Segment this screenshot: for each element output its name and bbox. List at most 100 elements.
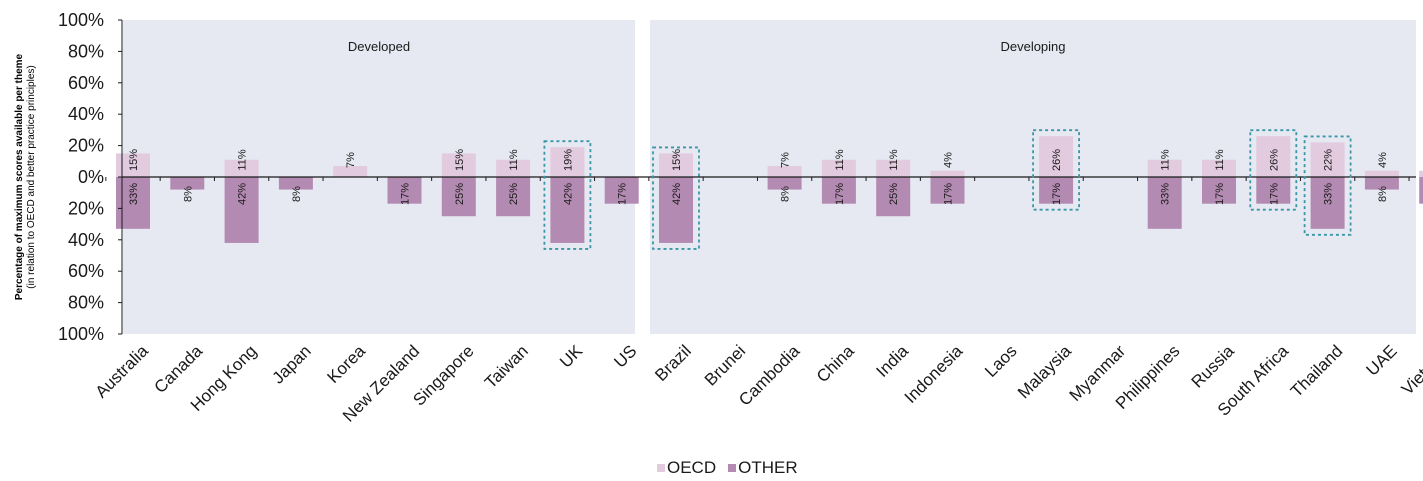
bar-oecd [1039, 136, 1074, 177]
value-label-other: 8% [1377, 186, 1389, 202]
x-tick-label: Canada [151, 341, 207, 397]
region-label-developed: Developed [348, 39, 410, 54]
x-tick-label: UK [556, 341, 587, 372]
y-tick-label: 100% [58, 324, 104, 344]
highlight-box [1032, 129, 1080, 211]
legend-item-oecd: OECD [657, 458, 716, 478]
x-tick-label: Brunei [701, 341, 749, 389]
highlight-box [652, 146, 700, 250]
x-tick-label: Indonesia [901, 341, 967, 407]
bar-other [1202, 177, 1236, 204]
x-tick-label: Brazil [651, 341, 694, 384]
bar-oecd [116, 153, 150, 177]
x-tick-label: Thailand [1287, 341, 1347, 401]
value-label-oecd: 11% [834, 149, 846, 170]
value-label-other: 17% [943, 183, 955, 205]
bar-oecd [1364, 170, 1399, 177]
bar-other [496, 177, 531, 217]
legend-item-other: OTHER [728, 458, 798, 478]
x-tick-label: US [610, 341, 640, 371]
value-label-oecd: 15% [128, 149, 140, 171]
bar-oecd [1310, 142, 1345, 177]
x-tick-label: Korea [324, 341, 370, 387]
value-label-other: 42% [671, 183, 683, 205]
bar-oecd [659, 153, 693, 177]
value-label-other: 25% [454, 183, 466, 205]
value-label-oecd: 7% [345, 152, 357, 168]
bar-other [930, 177, 965, 204]
bar-other [1310, 177, 1345, 229]
legend-label-oecd: OECD [667, 458, 717, 477]
value-label-other: 8% [291, 186, 303, 202]
value-label-other: 17% [1214, 183, 1226, 205]
x-tick-label: Russia [1188, 341, 1239, 392]
bar-other [821, 177, 856, 204]
value-label-other: 42% [562, 183, 574, 205]
bar-oecd [496, 159, 531, 177]
value-labels: 15% 33% 8% 11% 42% 8% 7% 17% 15% 25% 11% 25% 19% 42% 1… [128, 149, 1389, 205]
bar-oecd [550, 147, 585, 177]
highlight-boxes [543, 129, 1352, 250]
value-label-other: 33% [1160, 183, 1172, 205]
value-label-other: 8% [182, 186, 194, 202]
x-tick-label: Vietnam [1398, 341, 1423, 398]
value-label-oecd: 26% [1051, 149, 1063, 171]
y-tick-labels: 100% 80% 60% 40% 20% 0% 20% 40% 60% 80% 100% [58, 10, 104, 344]
bar-oecd [876, 159, 911, 177]
x-tick-label: Taiwan [481, 341, 532, 392]
value-label-oecd: 11% [508, 149, 520, 170]
y-tick-label: 60% [68, 73, 104, 93]
bar-other [170, 177, 205, 190]
value-label-oecd: 4% [943, 152, 955, 168]
bar-oecd [821, 159, 856, 177]
legend-swatch-oecd [657, 464, 665, 472]
value-label-other: 42% [237, 183, 249, 205]
y-tick-label: 20% [68, 198, 104, 218]
bar-oecd [333, 166, 368, 177]
y-tick-label: 40% [68, 104, 104, 124]
bar-oecd [224, 159, 259, 177]
x-tick-label: Laos [981, 341, 1021, 381]
value-label-oecd: 7% [780, 152, 792, 168]
legend: OECD OTHER [657, 458, 810, 478]
value-label-oecd: 11% [888, 149, 900, 170]
value-label-other: 17% [617, 183, 629, 205]
bar-other [224, 177, 259, 243]
value-label-other: 17% [1268, 183, 1280, 205]
value-label-oecd: 11% [1214, 149, 1226, 170]
highlight-box [1249, 129, 1298, 211]
value-label-oecd: 26% [1268, 149, 1280, 171]
bar-other [876, 177, 911, 217]
x-tick-label: China [813, 341, 858, 386]
bar-oecd [441, 153, 476, 177]
value-label-other: 33% [128, 183, 140, 205]
bar-other [387, 177, 422, 204]
value-label-oecd: 11% [1160, 149, 1172, 170]
bar-oecd [1147, 159, 1182, 177]
bar-other [604, 177, 639, 204]
bar-oecd [1419, 170, 1423, 177]
value-label-oecd: 15% [671, 149, 683, 171]
y-tick-label: 0% [78, 167, 104, 187]
bar-oecd [1202, 159, 1236, 177]
bar-other [441, 177, 476, 217]
bar-other [550, 177, 585, 243]
bar-oecd [930, 170, 965, 177]
y-axis-label: Percentage of maximum scores available p… [14, 53, 25, 300]
value-label-oecd: 19% [562, 149, 574, 171]
bar-oecd [1256, 136, 1291, 177]
value-label-other: 25% [508, 183, 520, 205]
x-tick-label: India [873, 341, 913, 381]
value-label-oecd: 4% [1377, 152, 1389, 168]
y-tick-label: 80% [68, 293, 104, 313]
bar-other [659, 177, 693, 243]
y-axis-sublabel: (in relation to OECD and better practice… [26, 65, 37, 288]
y-tick-label: 80% [68, 41, 104, 61]
bar-other [1364, 177, 1399, 190]
bar-oecd [767, 166, 802, 177]
value-label-other: 25% [888, 183, 900, 205]
highlight-box [543, 140, 592, 250]
axes [105, 19, 1416, 335]
y-tick-label: 100% [58, 10, 104, 30]
